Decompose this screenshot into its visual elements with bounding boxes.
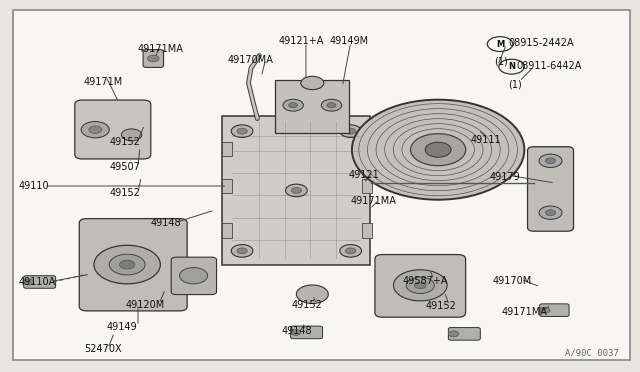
Circle shape xyxy=(410,134,466,166)
Circle shape xyxy=(545,158,556,164)
Text: 49121+A: 49121+A xyxy=(278,36,324,46)
Circle shape xyxy=(346,248,356,254)
Circle shape xyxy=(122,129,142,141)
Circle shape xyxy=(394,270,447,301)
Text: 49110: 49110 xyxy=(19,181,49,191)
FancyBboxPatch shape xyxy=(79,219,187,311)
Text: 49148: 49148 xyxy=(282,326,312,336)
Circle shape xyxy=(89,126,102,134)
Text: 08915-2442A: 08915-2442A xyxy=(508,38,574,48)
Circle shape xyxy=(346,128,356,134)
FancyBboxPatch shape xyxy=(222,116,370,265)
Circle shape xyxy=(81,122,109,138)
FancyBboxPatch shape xyxy=(275,80,349,134)
Text: 49149M: 49149M xyxy=(330,36,369,46)
Text: 49152: 49152 xyxy=(426,301,456,311)
FancyBboxPatch shape xyxy=(362,141,372,156)
FancyBboxPatch shape xyxy=(221,179,232,193)
Circle shape xyxy=(231,244,253,257)
Circle shape xyxy=(545,210,556,216)
Circle shape xyxy=(148,55,159,62)
Circle shape xyxy=(179,267,207,284)
FancyBboxPatch shape xyxy=(172,257,216,295)
Text: (1): (1) xyxy=(493,57,508,67)
Circle shape xyxy=(327,103,336,108)
FancyBboxPatch shape xyxy=(362,223,372,238)
Text: 52470X: 52470X xyxy=(84,344,122,354)
FancyBboxPatch shape xyxy=(291,326,323,339)
Circle shape xyxy=(291,187,301,193)
FancyBboxPatch shape xyxy=(362,179,372,193)
Circle shape xyxy=(352,100,524,200)
Circle shape xyxy=(283,99,303,111)
FancyBboxPatch shape xyxy=(13,10,630,360)
Text: 49120M: 49120M xyxy=(125,299,164,310)
Text: 49179: 49179 xyxy=(489,172,520,182)
Circle shape xyxy=(231,125,253,137)
Circle shape xyxy=(291,330,301,335)
FancyBboxPatch shape xyxy=(540,304,569,317)
FancyBboxPatch shape xyxy=(449,328,480,340)
FancyBboxPatch shape xyxy=(75,100,151,159)
FancyBboxPatch shape xyxy=(143,49,164,67)
FancyBboxPatch shape xyxy=(527,147,573,231)
FancyBboxPatch shape xyxy=(221,223,232,238)
Text: 49171MA: 49171MA xyxy=(351,196,397,206)
Circle shape xyxy=(449,331,459,337)
Circle shape xyxy=(237,128,247,134)
Circle shape xyxy=(296,285,328,304)
Text: 49170M: 49170M xyxy=(492,276,532,285)
Text: 49507: 49507 xyxy=(109,163,140,173)
Text: 49171MA: 49171MA xyxy=(502,307,548,317)
Circle shape xyxy=(415,282,426,289)
Circle shape xyxy=(24,279,34,285)
Circle shape xyxy=(540,307,550,313)
Circle shape xyxy=(109,254,145,275)
Circle shape xyxy=(94,245,161,284)
FancyBboxPatch shape xyxy=(24,276,56,288)
Text: 49152: 49152 xyxy=(291,299,322,310)
Text: 49148: 49148 xyxy=(151,218,181,228)
Text: 49121: 49121 xyxy=(349,170,380,180)
Circle shape xyxy=(539,206,562,219)
Circle shape xyxy=(289,103,298,108)
Circle shape xyxy=(120,260,135,269)
Text: N: N xyxy=(508,62,515,71)
Text: 49152: 49152 xyxy=(109,188,140,198)
Circle shape xyxy=(539,154,562,167)
Text: 49171M: 49171M xyxy=(84,77,123,87)
Text: (1): (1) xyxy=(508,79,522,89)
Text: M: M xyxy=(496,39,504,49)
Circle shape xyxy=(285,184,307,197)
Circle shape xyxy=(321,99,342,111)
Circle shape xyxy=(406,277,435,294)
Text: 49170MA: 49170MA xyxy=(227,55,273,65)
Text: 49149: 49149 xyxy=(106,322,137,332)
Circle shape xyxy=(340,244,362,257)
Text: 49110A: 49110A xyxy=(19,278,56,287)
Text: 49111: 49111 xyxy=(470,135,500,145)
Text: A/90C 0037: A/90C 0037 xyxy=(565,348,619,357)
Text: 08911-6442A: 08911-6442A xyxy=(516,61,582,71)
Circle shape xyxy=(301,76,324,90)
FancyBboxPatch shape xyxy=(375,254,466,317)
Text: 49587+A: 49587+A xyxy=(403,276,449,285)
Text: 49152: 49152 xyxy=(109,137,140,147)
FancyBboxPatch shape xyxy=(221,141,232,156)
Text: 49171MA: 49171MA xyxy=(138,44,184,54)
Circle shape xyxy=(340,125,362,137)
Circle shape xyxy=(237,248,247,254)
Circle shape xyxy=(425,142,451,157)
